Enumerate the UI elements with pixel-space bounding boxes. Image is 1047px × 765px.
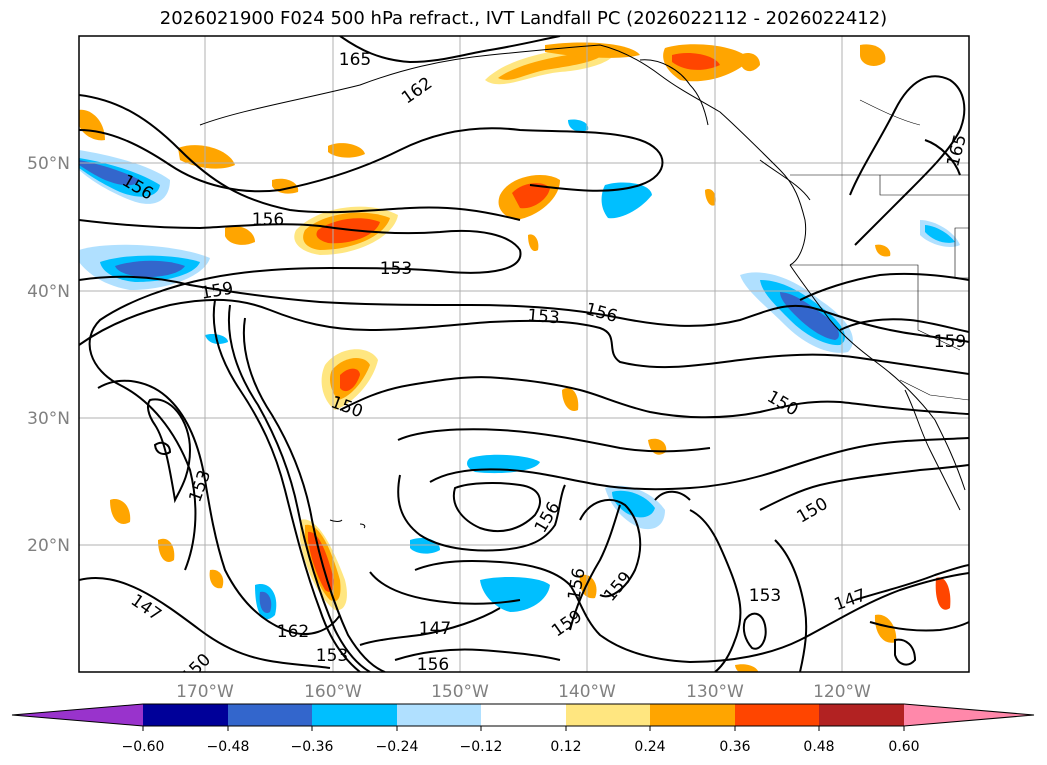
contour-label: 153 [526,306,560,329]
contour-label: 150 [763,387,801,421]
colorbar-tick-label: 0.12 [550,739,581,755]
lat-label-30n: 30°N [27,409,70,429]
contour-label: 156 [564,566,589,601]
contour-label: 159 [600,568,636,606]
lon-label-120w: 120°W [813,682,871,702]
colorbar-tick-label: 0.48 [803,739,834,755]
borders [790,99,969,401]
map-title: 2026021900 F024 500 hPa refract., IVT La… [159,8,888,29]
map-area: 165 162 156 156 153 159 153 156 159 150 … [79,36,969,675]
contour-label: 156 [417,655,449,675]
colorbar-tick-label: 0.60 [888,739,919,755]
colorbar-extend-high [904,704,1034,726]
colorbar-segment [650,704,735,726]
lon-label-130w: 130°W [686,682,744,702]
colorbar-tick-label: −0.12 [460,739,503,755]
lat-label-20n: 20°N [27,536,70,556]
contour-label: 156 [583,299,620,327]
lat-label-40n: 40°N [27,282,70,302]
contour-label: 162 [398,73,436,108]
contour-label: 156 [252,210,284,230]
contour-label: 159 [934,332,966,352]
lon-label-140w: 140°W [558,682,616,702]
contour-label: 153 [749,586,781,606]
colorbar-tick-label: −0.60 [122,739,165,755]
map-frame [78,35,970,673]
coastlines [199,44,966,529]
contour-label: 147 [419,619,451,639]
colorbar-tick-label: −0.24 [376,739,419,755]
colorbar-segment [228,704,312,726]
colorbar-segment [566,704,650,726]
colorbar-tick-label: 0.36 [719,739,750,755]
contour-label: 153 [316,646,348,666]
contour-label: 162 [277,622,309,642]
lon-label-170w: 170°W [176,682,234,702]
colorbar-tick-label: −0.48 [207,739,250,755]
colorbar-segment [819,704,904,726]
contour-label: 153 [380,259,412,279]
height-contours [79,36,969,672]
lat-labels: 50°N 40°N 30°N 20°N [27,154,70,556]
lon-label-150w: 150°W [431,682,489,702]
negative-shading [79,119,960,620]
colorbar-segment [735,704,819,726]
colorbar-segment [312,704,397,726]
lon-labels: 170°W 160°W 150°W 140°W 130°W 120°W [176,682,871,702]
colorbar-segment [481,704,566,726]
colorbar-extend-low [12,704,143,726]
contour-label: 150 [793,494,831,528]
lat-label-50n: 50°N [27,154,70,174]
colorbar-tick-label: 0.24 [634,739,665,755]
contour-label: 147 [832,585,869,615]
contour-label: 165 [339,50,371,70]
contour-label: 159 [548,606,586,641]
colorbar-segment [397,704,481,726]
colorbar: −0.60 −0.48 −0.36 −0.24 −0.12 0.12 0.24 … [11,703,1035,755]
colorbar-segment [143,704,228,726]
colorbar-tick-label: −0.36 [291,739,334,755]
lon-label-160w: 160°W [304,682,362,702]
contour-label: 147 [127,590,165,625]
